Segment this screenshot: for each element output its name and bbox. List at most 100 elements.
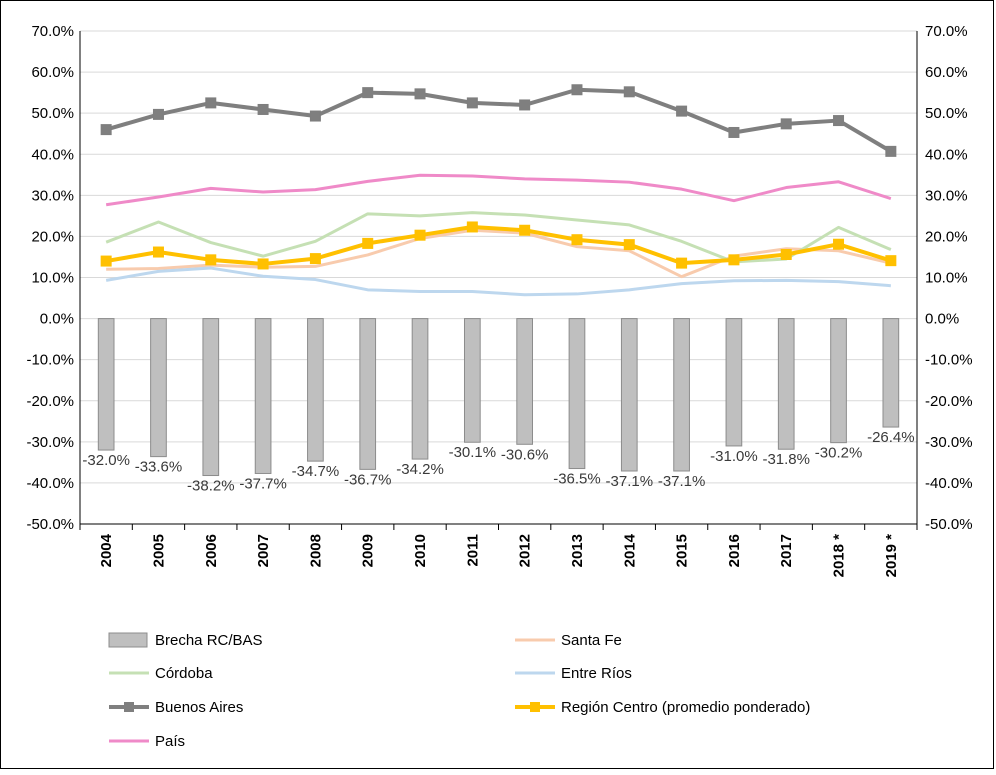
marker-buenos-aires [885, 145, 897, 157]
y-tick-label-left: 0.0% [40, 311, 74, 328]
series-line-region-centro [105, 224, 892, 266]
y-tick-label-right: -10.0% [925, 352, 973, 369]
y-tick-label-left: -20.0% [26, 393, 74, 410]
bar-data-labels: -32.0% -33.6%-38.2% -37.7% -34.7% -36.7%-34.… [82, 429, 914, 494]
bar-brecha [359, 318, 377, 470]
bar-brecha [202, 318, 220, 477]
marker-buenos-aires [100, 124, 112, 136]
legend-label-santa-fe: Santa Fe [561, 632, 622, 649]
marker-buenos-aires [623, 86, 635, 98]
bar-brecha [620, 318, 638, 472]
marker-buenos-aires [362, 87, 374, 99]
x-tick-label: 2019 * [883, 534, 900, 578]
bar-brecha [254, 318, 272, 474]
marker-buenos-aires [571, 84, 583, 96]
legend-label-cordoba: Córdoba [155, 665, 213, 682]
series-line-cordoba [105, 211, 892, 264]
y-tick-label-left: -30.0% [26, 434, 74, 451]
legend-label-region-centro: Región Centro (promedio ponderado) [561, 699, 810, 716]
y-tick-label-left: 40.0% [31, 146, 74, 163]
bar-data-label: -37.7% [239, 475, 287, 492]
y-tick-label-right: 50.0% [925, 105, 968, 122]
y-tick-label-right: -30.0% [925, 434, 973, 451]
marker-region-centro [728, 254, 740, 266]
x-axis: 2004 2005 2006 2007 2008 2009 2010 2011 2012 2013… [79, 523, 918, 578]
legend-swatch-brecha [108, 632, 148, 648]
marker-buenos-aires [519, 99, 531, 111]
marker-buenos-aires [466, 97, 478, 109]
x-tick-label: 2008 [307, 534, 324, 567]
y-tick-label-right: 40.0% [925, 146, 968, 163]
bar-brecha [307, 318, 324, 462]
bar-data-label: -32.0% [82, 452, 130, 469]
y-tick-label-right: -40.0% [925, 475, 973, 492]
x-tick-label: 2016 [726, 534, 743, 567]
x-tick-label: 2007 [255, 534, 272, 567]
bar-data-label: -33.6% [135, 459, 183, 476]
legend-label-brecha: Brecha RC/BAS [155, 632, 263, 649]
series-line-entre-rios [105, 266, 891, 297]
bar-brecha [568, 318, 586, 470]
marker-buenos-aires [780, 118, 792, 130]
y-tick-label-left: 20.0% [31, 228, 74, 245]
marker-region-centro [100, 255, 112, 267]
marker-buenos-aires [205, 97, 217, 109]
bar-brecha [725, 318, 743, 447]
bar-brecha [777, 318, 795, 450]
marker-region-centro [519, 224, 531, 236]
y-tick-label-left: -10.0% [26, 352, 74, 369]
bar-data-label: -34.2% [396, 461, 444, 478]
y-tick-label-left: -50.0% [26, 516, 74, 533]
bar-data-label: -38.2% [187, 478, 235, 495]
bar-brecha [830, 318, 847, 444]
y-axis-right: 70.0% 60.0% 50.0% 40.0% 30.0% 20.0% 10.0% 0.0% -… [916, 23, 973, 533]
bar-data-label: -30.6% [501, 446, 549, 463]
legend-marker-region-centro [530, 702, 540, 712]
bar-brecha [411, 318, 429, 460]
series-line-santa-fe [106, 228, 892, 279]
y-tick-label-right: -50.0% [925, 516, 973, 533]
x-tick-label: 2012 [517, 534, 534, 567]
marker-region-centro [152, 246, 164, 258]
bar-data-label: -37.1% [606, 473, 654, 490]
y-tick-label-left: 10.0% [31, 270, 74, 287]
y-tick-label-right: 20.0% [925, 228, 968, 245]
bar-brecha [516, 318, 534, 445]
x-tick-label: 2010 [412, 534, 429, 567]
x-tick-label: 2015 [674, 534, 691, 567]
legend-label-pais: País [155, 733, 185, 750]
bar-brecha [97, 318, 115, 451]
marker-buenos-aires [414, 88, 426, 100]
marker-region-centro [205, 254, 217, 266]
x-tick-label: 2011 [464, 534, 481, 567]
bar-data-label: -31.8% [762, 451, 810, 468]
series-line-pais [105, 173, 892, 207]
marker-buenos-aires [152, 108, 164, 120]
bar-brecha [150, 318, 167, 458]
legend: Brecha RC/BAS Santa Fe Córdoba Entre Ríos Bu… [108, 632, 810, 750]
y-tick-label-right: 30.0% [925, 187, 968, 204]
x-tick-label: 2004 [98, 533, 115, 567]
x-tick-label: 2009 [360, 534, 377, 567]
series-line-buenos-aires [105, 87, 892, 154]
y-tick-label-right: 10.0% [925, 270, 968, 287]
bar-data-label: -37.1% [658, 473, 706, 490]
y-tick-label-right: 70.0% [925, 23, 968, 40]
x-tick-label: 2014 [621, 533, 638, 567]
x-tick-label: 2017 [778, 534, 795, 567]
marker-region-centro [833, 238, 845, 250]
marker-region-centro [780, 248, 792, 260]
legend-label-entre-rios: Entre Ríos [561, 665, 632, 682]
marker-buenos-aires [309, 110, 321, 122]
bar-brecha [463, 318, 481, 443]
marker-region-centro [885, 255, 897, 267]
marker-region-centro [571, 234, 583, 246]
y-tick-label-left: -40.0% [26, 475, 74, 492]
y-tick-label-right: 60.0% [925, 64, 968, 81]
marker-region-centro [676, 257, 688, 269]
legend-marker-buenos-aires [124, 702, 134, 712]
bar-data-label: -26.4% [867, 429, 915, 446]
marker-buenos-aires [728, 126, 740, 138]
